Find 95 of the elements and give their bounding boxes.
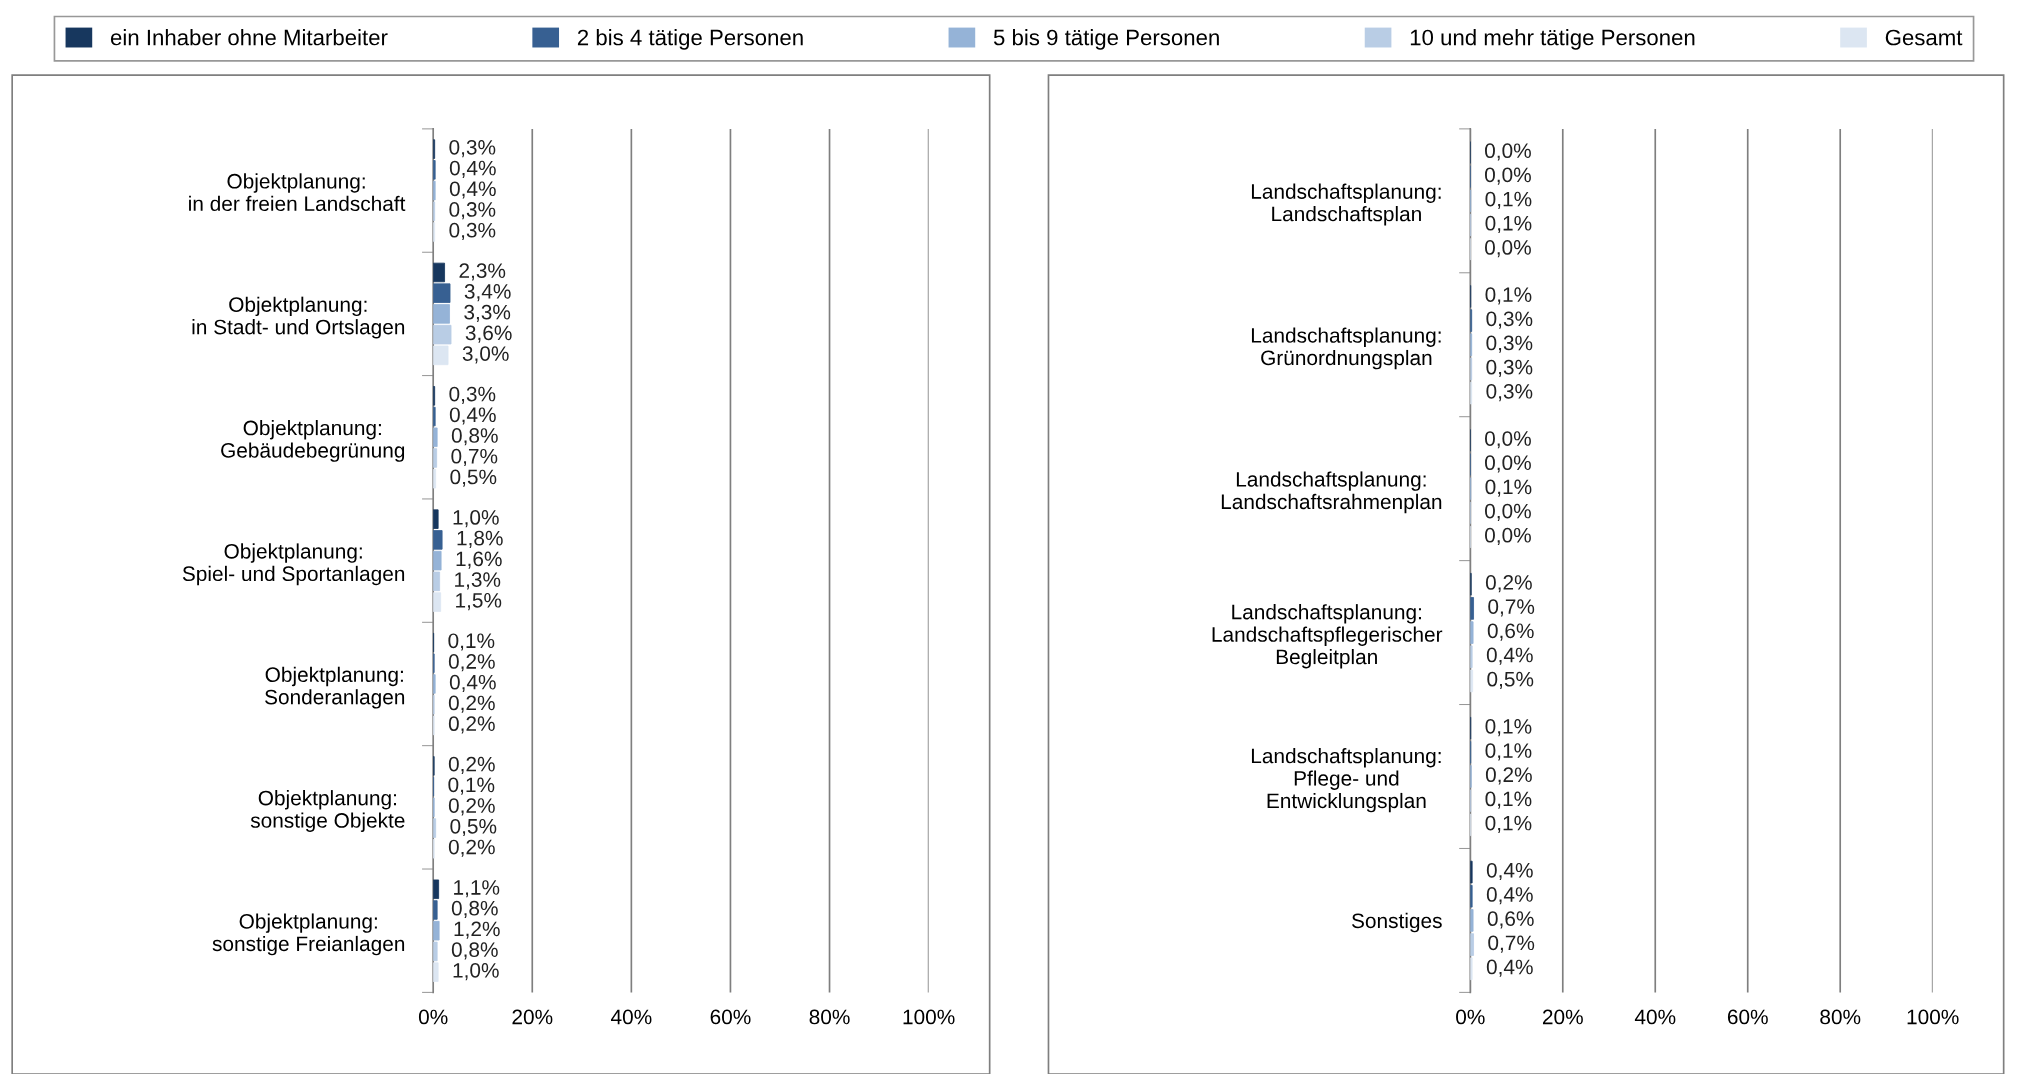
- data-label: 0,2%: [1485, 575, 1532, 593]
- data-label: 0,4%: [449, 160, 496, 178]
- data-label: 0,5%: [1487, 671, 1534, 689]
- data-label: 0,4%: [449, 181, 496, 199]
- data-label: 0,4%: [1486, 647, 1533, 665]
- data-label: 0,8%: [451, 942, 498, 960]
- y-tick-label: Objektplanung: in Stadt- und Ortslagen: [192, 296, 405, 339]
- data-label: 0,3%: [449, 139, 496, 158]
- data-label: 1,1%: [454, 880, 500, 898]
- data-label: 0,8%: [451, 428, 498, 446]
- y-tick-label: Landschaftsplanung: Landschaftspflegerischer Begleitplan: [1212, 604, 1443, 669]
- data-label: 0,0%: [1485, 527, 1531, 546]
- data-label: 1,2%: [454, 921, 500, 939]
- data-label: 0,6%: [1487, 911, 1534, 929]
- data-label: 3,6%: [465, 325, 512, 343]
- data-label: 0,0%: [1485, 143, 1531, 161]
- data-label: 0,4%: [1486, 862, 1533, 881]
- data-label: 0,1%: [448, 633, 495, 651]
- x-tick-label: 100%: [1907, 1009, 1959, 1025]
- data-label: 1,8%: [457, 530, 503, 548]
- data-label: 3,3%: [464, 304, 511, 322]
- y-tick-label: Objektplanung: sonstige Freianlagen: [212, 913, 405, 956]
- legend-label: Gesamt: [1885, 29, 1963, 46]
- data-label: 0,7%: [451, 448, 498, 467]
- x-tick-label: 40%: [610, 1009, 652, 1025]
- data-label: 0,7%: [1488, 599, 1535, 617]
- data-label: 1,3%: [455, 572, 501, 590]
- data-label: 1,6%: [456, 551, 502, 569]
- data-label: 0,3%: [1486, 383, 1533, 402]
- data-label: 0,8%: [451, 900, 498, 919]
- data-label: 0,0%: [1485, 455, 1531, 473]
- data-label: 0,4%: [449, 407, 496, 425]
- data-label: 0,3%: [449, 202, 496, 220]
- y-tick-label: Objektplanung: Gebäudebegrünung: [221, 420, 405, 462]
- x-tick-label: 0%: [418, 1009, 448, 1025]
- y-tick-label: Landschaftsplanung: Pflege- und Entwicklungsplan: [1251, 748, 1441, 813]
- data-label: 0,4%: [449, 674, 496, 693]
- y-tick-label: Objektplanung: Spiel- und Sportanlagen: [182, 543, 405, 586]
- data-label: 0,2%: [1485, 767, 1532, 785]
- data-label: 0,3%: [1486, 311, 1533, 329]
- legend-label: 2 bis 4 tätige Personen: [577, 29, 803, 50]
- data-label: 0,0%: [1485, 431, 1531, 449]
- x-tick-label: 20%: [512, 1009, 553, 1025]
- data-label: 0,2%: [448, 756, 495, 774]
- data-label: 0,4%: [1486, 887, 1533, 905]
- data-label: 0,1%: [1485, 479, 1532, 497]
- y-tick-label: Landschaftsplanung: Landschaftsrahmenplan: [1221, 471, 1442, 514]
- data-label: 0,3%: [449, 386, 496, 404]
- x-tick-label: 60%: [1727, 1009, 1768, 1025]
- data-label: 0,2%: [448, 716, 495, 734]
- data-label: 0,3%: [449, 222, 496, 241]
- x-tick-label: 20%: [1542, 1009, 1583, 1025]
- data-label: 3,0%: [462, 346, 509, 364]
- data-label: 1,0%: [453, 962, 499, 981]
- data-label: 0,3%: [1486, 335, 1533, 353]
- data-label: 0,2%: [448, 695, 495, 713]
- data-label: 0,4%: [1486, 959, 1533, 977]
- data-label: 0,5%: [450, 469, 497, 487]
- data-label: 0,2%: [448, 654, 495, 672]
- data-label: 0,1%: [1485, 743, 1532, 761]
- data-label: 0,1%: [1485, 215, 1532, 234]
- legend-label: ein Inhaber ohne Mitarbeiter: [110, 29, 388, 46]
- y-tick-label: Objektplanung: Sonderanlagen: [265, 666, 405, 709]
- data-label: 3,4%: [464, 284, 511, 302]
- data-label: 0,1%: [1485, 815, 1532, 833]
- x-tick-label: 40%: [1634, 1009, 1676, 1025]
- data-label: 1,0%: [453, 510, 499, 528]
- legend-label: 10 und mehr tätige Personen: [1410, 29, 1695, 50]
- data-label: 0,0%: [1485, 503, 1531, 521]
- x-tick-label: 80%: [1820, 1009, 1861, 1025]
- y-tick-label: Sonstiges: [1351, 912, 1442, 933]
- x-tick-label: 0%: [1456, 1009, 1485, 1025]
- x-tick-label: 60%: [710, 1009, 751, 1025]
- data-label: 0,0%: [1485, 167, 1531, 185]
- data-label: 0,2%: [448, 839, 495, 857]
- data-label: 0,1%: [1485, 287, 1532, 305]
- y-tick-label: Landschaftsplanung: Landschaftsplan: [1251, 183, 1441, 226]
- data-label: 0,1%: [448, 777, 495, 795]
- data-label: 0,3%: [1486, 359, 1533, 377]
- data-label: 0,2%: [448, 798, 495, 816]
- x-tick-label: 80%: [809, 1009, 850, 1025]
- data-label: 0,1%: [1485, 191, 1532, 209]
- data-label: 0,6%: [1487, 623, 1534, 641]
- data-label: 0,1%: [1485, 791, 1532, 809]
- data-label: 2,3%: [459, 263, 506, 281]
- x-tick-label: 100%: [903, 1009, 955, 1025]
- data-label: 1,5%: [456, 593, 502, 611]
- legend-label: 5 bis 9 tätige Personen: [993, 29, 1219, 50]
- data-label: 0,5%: [450, 818, 497, 837]
- data-label: 0,0%: [1485, 240, 1531, 258]
- y-tick-label: Objektplanung: sonstige Objekte: [250, 790, 405, 832]
- data-label: 0,7%: [1488, 935, 1535, 953]
- data-label: 0,1%: [1485, 718, 1532, 737]
- y-tick-label: Landschaftsplanung: Grünordnungsplan: [1251, 327, 1441, 370]
- y-tick-label: Objektplanung: in der freien Landschaft: [189, 173, 406, 212]
